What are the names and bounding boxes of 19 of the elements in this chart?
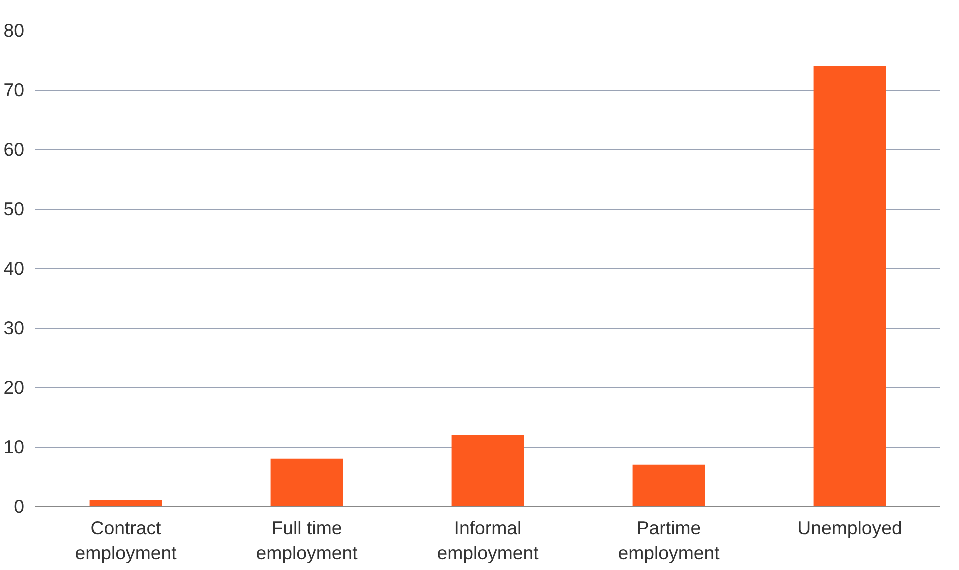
bar — [632, 464, 706, 506]
bar — [90, 500, 162, 506]
y-tick-label: 30 — [4, 318, 25, 338]
y-tick-label: 80 — [4, 20, 25, 41]
bar — [270, 458, 344, 506]
y-tick-label: 60 — [4, 139, 25, 160]
y-tick-label: 40 — [4, 258, 25, 279]
x-tick-label: Partime employment — [618, 518, 721, 564]
y-tick-label: 20 — [4, 377, 25, 398]
y-tick-label: 0 — [14, 496, 25, 517]
x-tick-label: Contract employment — [75, 518, 178, 564]
y-tick-label: 70 — [4, 80, 25, 100]
bar — [452, 435, 524, 506]
x-tick-label: Unemployed — [798, 518, 902, 538]
y-tick-label: 50 — [4, 198, 25, 220]
y-tick-label: 10 — [4, 436, 25, 458]
bar — [814, 66, 886, 506]
x-tick-label: Full time employment — [256, 518, 359, 564]
x-tick-label: Informal employment — [437, 518, 540, 564]
